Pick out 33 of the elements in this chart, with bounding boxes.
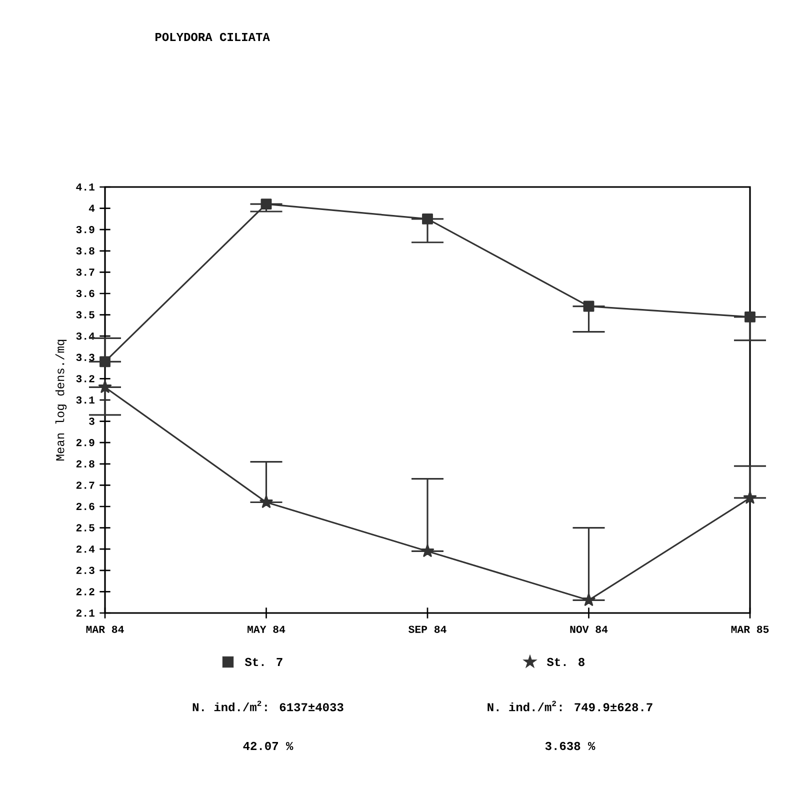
y-tick-label: 2.1 xyxy=(76,609,94,617)
text: N. ind./m$^{2}$: 6137±4033 xyxy=(192,700,344,712)
y-tick-label: 2.3 xyxy=(76,566,94,574)
x-tick-label: MAR 85 xyxy=(731,626,769,633)
x-tick-label: MAR 84 xyxy=(86,626,124,633)
x-tick-label: NOV 84 xyxy=(570,626,608,633)
y-tick-label: 3.1 xyxy=(76,396,94,404)
y-tick-label: 3.3 xyxy=(76,354,94,362)
x-tick-label: SEP 84 xyxy=(408,626,446,633)
text: 3.638 % xyxy=(545,742,596,750)
y-tick-label: 2.5 xyxy=(76,524,94,532)
y-tick-label: 3.5 xyxy=(76,311,94,318)
y-tick-label: 3.2 xyxy=(76,375,94,382)
x-tick-label: MAY 84 xyxy=(248,626,286,633)
legend-label: St. 8 xyxy=(546,658,584,666)
y-tick-label: 3 xyxy=(89,418,94,425)
y-tick-label: 2.9 xyxy=(76,438,94,446)
y-tick-label: 2.4 xyxy=(76,546,95,553)
chart-title: POLYDORA CILIATA xyxy=(156,32,270,42)
y-tick-label: 2.2 xyxy=(76,588,94,596)
y-tick-label: 3.6 xyxy=(76,290,94,298)
y-tick-label: 3.7 xyxy=(76,268,94,276)
y-tick-label: 4.1 xyxy=(76,183,94,191)
y-axis-title: Mean log dens./mq xyxy=(55,340,67,460)
y-tick-label: 3.9 xyxy=(76,226,94,234)
y-tick-label: 4 xyxy=(88,204,95,212)
y-tick-label: 2.8 xyxy=(76,460,94,468)
text: 42.07 % xyxy=(243,742,294,750)
y-tick-label: 3.8 xyxy=(76,247,94,255)
y-tick-label: 2.7 xyxy=(76,482,94,489)
text: N. ind./m$^{2}$: 749.9±628.7 xyxy=(488,700,652,712)
y-tick-label: 2.6 xyxy=(76,502,94,510)
legend-label: St. 7 xyxy=(244,658,282,666)
